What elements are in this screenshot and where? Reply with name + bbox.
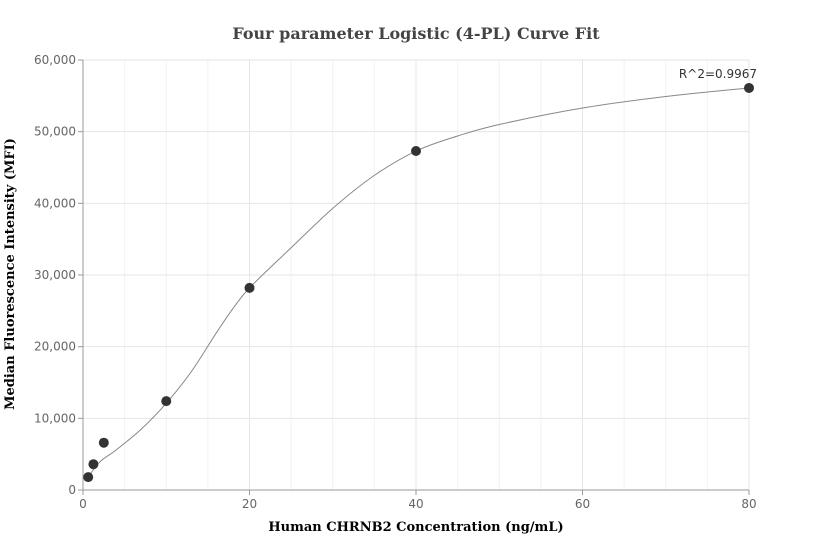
x-tick-label: 0 [79, 497, 87, 511]
chart-title: Four parameter Logistic (4-PL) Curve Fit [232, 24, 600, 43]
fit-curve [87, 87, 750, 478]
y-tick-label: 40,000 [34, 196, 76, 210]
y-tick-label: 20,000 [34, 340, 76, 354]
x-axis-title: Human CHRNB2 Concentration (ng/mL) [268, 520, 563, 535]
data-point [161, 396, 172, 407]
y-tick-label: 0 [68, 483, 76, 497]
data-point [83, 472, 94, 483]
data-point [244, 282, 255, 293]
data-point [88, 459, 99, 470]
y-tick-label: 50,000 [34, 125, 76, 139]
grid [83, 59, 750, 490]
y-tick-label: 10,000 [34, 411, 76, 425]
r-squared-annotation: R^2=0.9967 [679, 67, 757, 81]
data-point [411, 146, 421, 157]
y-axis-title: Median Fluorescence Intensity (MFI) [3, 138, 18, 410]
data-points [83, 82, 754, 483]
x-tick-label: 40 [408, 497, 423, 511]
x-tick-label: 80 [741, 497, 756, 511]
x-tick-label: 20 [242, 497, 257, 511]
x-tick-label: 60 [575, 497, 590, 511]
tick-labels: 0 20 40 60 80 0 10,000 20,000 30,000 40,000 50,000… [34, 53, 757, 511]
data-point [744, 82, 754, 93]
y-tick-label: 30,000 [34, 268, 76, 282]
axes [78, 59, 750, 495]
data-point [98, 437, 109, 448]
y-tick-label: 60,000 [34, 53, 76, 67]
